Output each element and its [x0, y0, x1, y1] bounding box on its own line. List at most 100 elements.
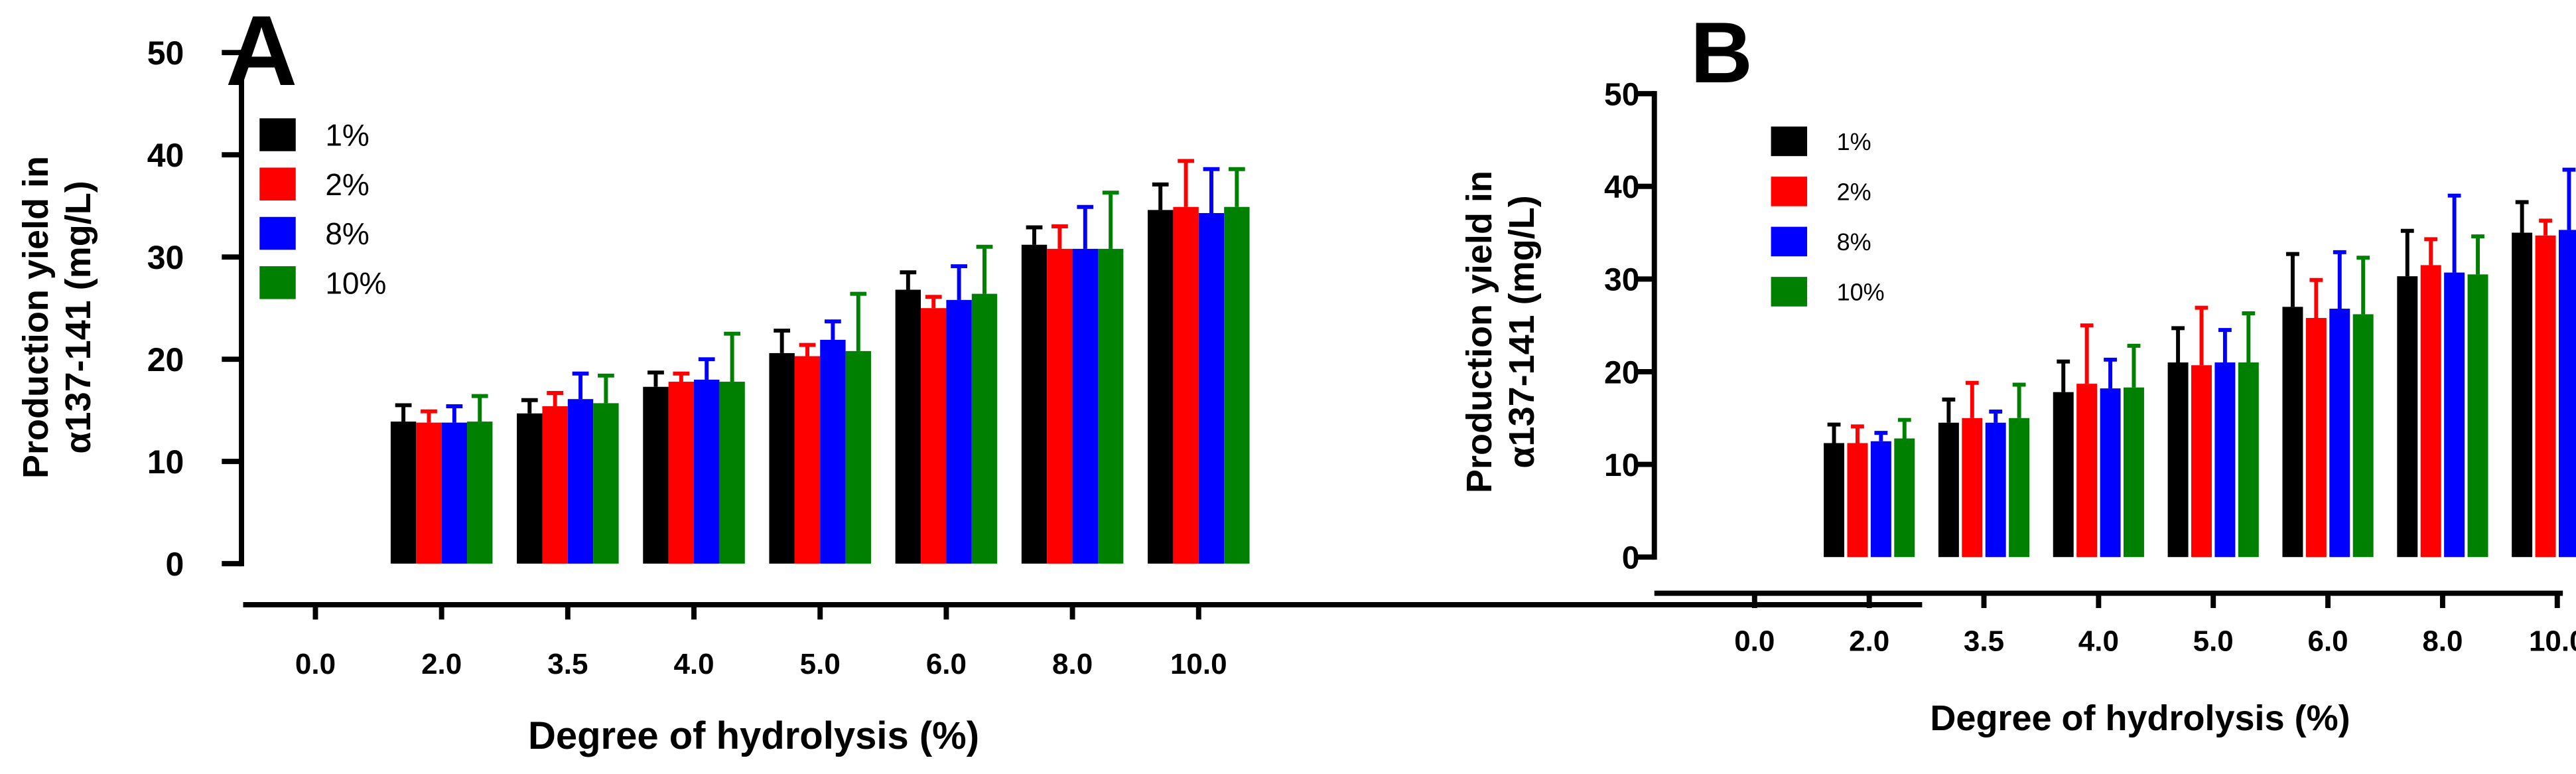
panel-a-bar-10pct-8_0 — [1097, 248, 1124, 564]
panel-b-legend-swatch-1 — [1771, 177, 1808, 206]
panel-b-legend-swatch-2 — [1771, 226, 1808, 257]
panel-b-bar-10pct-2_0 — [1894, 438, 1915, 558]
panel-b-bar-8pct-3_5 — [1985, 422, 2006, 558]
panel-a-x-tick-label: 6.0 — [926, 648, 967, 680]
panel-a-bar-2pct-8_0 — [1047, 248, 1073, 564]
panel-a-bar-1pct-4_0 — [643, 386, 669, 564]
panel-b-y-axis-label-line2: α137-141 (mg/L) — [1502, 195, 1542, 468]
panel-b-x-tick-label: 2.0 — [1849, 625, 1889, 657]
panel-a-bar-10pct-4_0 — [719, 382, 745, 564]
panel-a-legend: 1% 2% 8% 10% — [259, 118, 386, 300]
panel-a-y-axis-label-line2: α137-141 (mg/L) — [58, 181, 98, 453]
panel-a-y-axis-label-line1: Production yield in — [16, 156, 56, 479]
panel-a-legend-label-3: 10% — [325, 266, 386, 300]
panel-b-legend-label-1: 2% — [1837, 178, 1871, 205]
panel-b-x-axis-label: Degree of hydrolysis (%) — [1930, 698, 2350, 738]
panel-a-legend-swatch-3 — [259, 266, 296, 299]
panel-b-bar-10pct-3_5 — [2009, 418, 2030, 558]
panel-b-legend-label-2: 8% — [1837, 228, 1871, 256]
panel-a-bar-2pct-4_0 — [668, 382, 695, 564]
panel-a-x-tick-label: 4.0 — [673, 648, 714, 680]
panel-a-bar-2pct-2_0 — [416, 422, 442, 564]
panel-b-bar-2pct-3_5 — [1962, 418, 1983, 558]
panel-a-bar-10pct-3_5 — [593, 403, 619, 564]
panel-b-y-axis-label-line1: Production yield in — [1459, 171, 1499, 493]
panel-a-bar-8pct-5_0 — [820, 339, 846, 564]
panel-b-bar-1pct-5_0 — [2167, 362, 2189, 558]
panel-b-bar-1pct-10_0 — [2512, 232, 2533, 558]
panel-a-bar-2pct-5_0 — [794, 356, 821, 564]
panel-b-bar-8pct-2_0 — [1870, 441, 1891, 558]
panel-b-y-tick-label: 30 — [1604, 263, 1639, 298]
panel-a-bar-8pct-4_0 — [694, 379, 720, 564]
panel-b-bar-8pct-8_0 — [2444, 272, 2465, 558]
panel-a-bar-8pct-6_0 — [946, 299, 972, 564]
panel-b-bar-10pct-4_0 — [2123, 387, 2144, 558]
panel-b-y-tick-label: 10 — [1604, 448, 1639, 483]
panel-a-legend-swatch-1 — [259, 167, 296, 201]
panel-a-legend-swatch-0 — [259, 118, 296, 151]
panel-b-bar-8pct-10_0 — [2558, 230, 2576, 558]
panel-b-x-tick-label: 4.0 — [2078, 625, 2119, 657]
panel-b-bar-10pct-5_0 — [2238, 362, 2259, 558]
panel-b-bar-8pct-4_0 — [2100, 388, 2121, 558]
panel-a-bar-1pct-5_0 — [769, 352, 795, 564]
panel-b: B 0 10 20 30 40 50 0.0 2.0 3.5 4.0 5.0 6.0 8.0 10.0 1… — [1459, 4, 2576, 738]
panel-a-y-tick-label: 0 — [166, 546, 184, 583]
panel-a-y-tick-label: 30 — [147, 239, 184, 276]
panel-b-letter: B — [1690, 4, 1753, 101]
panel-a-bar-8pct-3_5 — [567, 399, 594, 564]
panel-a-bar-1pct-3_5 — [517, 413, 543, 564]
panel-b-x-tick-label: 8.0 — [2422, 625, 2463, 657]
panel-b-y-tick-label: 20 — [1604, 355, 1639, 390]
panel-a-x-tick-label: 8.0 — [1052, 648, 1093, 680]
panel-b-x-tick-label: 0.0 — [1734, 625, 1775, 657]
panel-a-plot: 0 10 20 30 40 50 0.0 2.0 3.5 4.0 5.0 6.0 8.0 10.0 — [147, 35, 1923, 680]
panel-b-legend: 1% 2% 8% 10% — [1771, 126, 1885, 307]
panel-b-legend-label-3: 10% — [1837, 278, 1885, 305]
panel-a-x-tick-label: 3.5 — [547, 648, 588, 680]
panel-a-y-tick-label: 10 — [147, 443, 184, 481]
panel-a-bar-10pct-10_0 — [1224, 206, 1250, 564]
panel-b-y-tick-label: 0 — [1622, 541, 1640, 576]
panel-b-x-tick-label: 5.0 — [2193, 625, 2234, 657]
panel-a-x-tick-label: 5.0 — [800, 648, 841, 680]
panel-a-bar-2pct-3_5 — [542, 406, 568, 564]
panel-b-bar-1pct-8_0 — [2397, 276, 2418, 558]
panel-a-legend-label-2: 8% — [325, 216, 369, 251]
panel-b-bar-1pct-4_0 — [2053, 392, 2074, 558]
panel-a-x-tick-label: 10.0 — [1170, 648, 1227, 680]
panel-a-legend-label-1: 2% — [325, 167, 369, 202]
panel-a-bar-1pct-8_0 — [1021, 244, 1048, 564]
panel-b-bar-2pct-2_0 — [1847, 443, 1868, 558]
panel-b-bar-1pct-3_5 — [1938, 422, 1959, 558]
panel-a-x-axis-label: Degree of hydrolysis (%) — [528, 714, 979, 757]
panel-b-bar-10pct-6_0 — [2352, 314, 2374, 558]
panel-a-bar-1pct-10_0 — [1148, 210, 1174, 564]
panel-b-x-tick-label: 3.5 — [1964, 625, 2004, 657]
panel-a-bar-8pct-8_0 — [1072, 248, 1098, 564]
panel-b-bar-2pct-10_0 — [2535, 235, 2556, 558]
panel-a-x-tick-label: 0.0 — [295, 648, 336, 680]
panel-b-bar-8pct-5_0 — [2214, 362, 2236, 558]
panel-a-bar-2pct-10_0 — [1173, 206, 1199, 564]
panel-a-bar-1pct-2_0 — [390, 422, 417, 564]
panel-b-bar-2pct-5_0 — [2191, 365, 2212, 558]
panel-b-y-tick-label: 40 — [1604, 170, 1639, 205]
panel-b-bar-1pct-2_0 — [1824, 443, 1845, 558]
panel-b-x-tick-label: 6.0 — [2307, 625, 2348, 657]
panel-a-y-tick-label: 20 — [147, 341, 184, 378]
panel-a-bar-1pct-6_0 — [895, 289, 921, 564]
panel-b-plot: 0 10 20 30 40 50 0.0 2.0 3.5 4.0 5.0 6.0 8.0 10.0 — [1604, 77, 2576, 657]
panel-a-bar-10pct-5_0 — [845, 350, 871, 564]
panel-b-bar-2pct-8_0 — [2420, 265, 2441, 558]
panel-b-bar-2pct-4_0 — [2076, 384, 2098, 558]
panel-a-legend-label-0: 1% — [325, 118, 369, 153]
panel-b-legend-label-0: 1% — [1837, 128, 1871, 155]
panel-b-y-tick-label: 50 — [1604, 77, 1639, 112]
panel-a-y-tick-label: 40 — [147, 137, 184, 174]
panel-b-bar-10pct-8_0 — [2467, 274, 2488, 558]
panel-b-bar-2pct-6_0 — [2305, 317, 2327, 558]
panel-b-bar-8pct-6_0 — [2329, 309, 2350, 558]
